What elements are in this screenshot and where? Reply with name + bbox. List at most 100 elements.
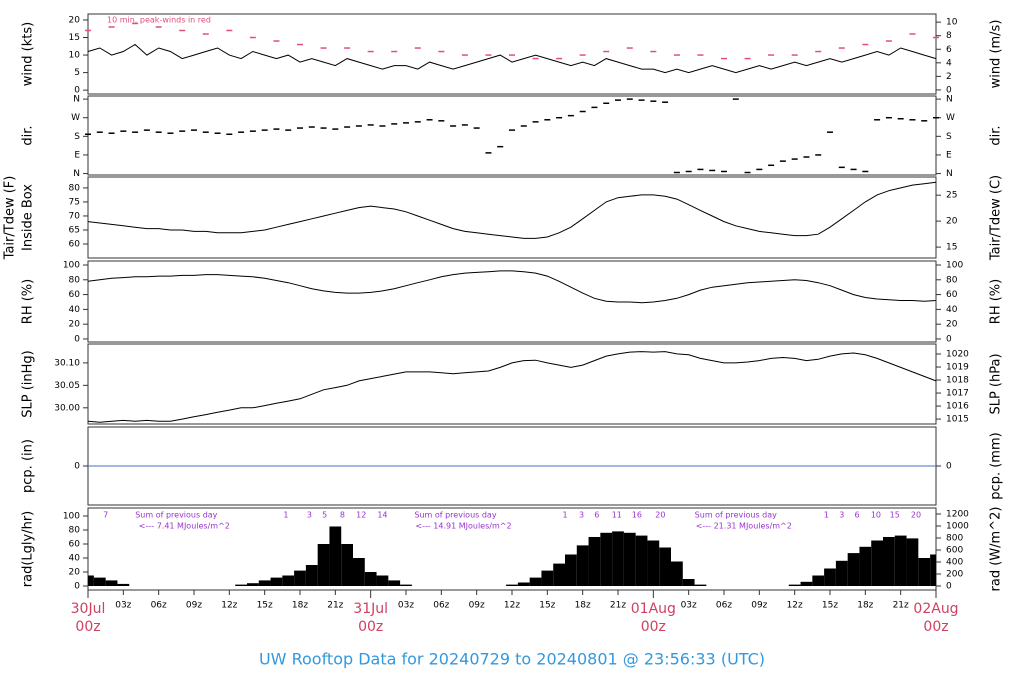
y-tick-label: 20 xyxy=(69,320,81,330)
bar xyxy=(553,563,565,587)
y2-tick-label: 20 xyxy=(946,320,958,330)
bar xyxy=(235,584,247,587)
y2-tick-label: 4 xyxy=(946,58,952,68)
chart-title: UW Rooftop Data for 20240729 to 20240801… xyxy=(259,650,765,669)
day-hour-label: 00z xyxy=(923,619,948,635)
bar xyxy=(918,557,931,587)
y2-tick-label: 0 xyxy=(946,462,952,472)
local-hour-label: 5 xyxy=(322,511,327,520)
y2-tick-label: 1000 xyxy=(946,521,969,531)
y2-tick-label: W xyxy=(946,113,955,123)
y-tick-label: 5 xyxy=(74,68,80,78)
local-hour-label: 16 xyxy=(632,511,642,520)
y-axis-sublabel: Inside Box xyxy=(21,184,36,251)
y2-tick-label: 0 xyxy=(946,85,952,95)
y2-axis-label: pcp. (mm) xyxy=(989,432,1004,499)
local-hour-label: 8 xyxy=(340,511,345,520)
local-hour-label: 14 xyxy=(377,511,387,520)
local-hour-label: 11 xyxy=(612,511,622,520)
y-tick-label: 60 xyxy=(69,239,81,249)
x-tick-label: 09z xyxy=(186,601,202,611)
y2-tick-label: 1200 xyxy=(946,509,969,519)
y-tick-label: 0 xyxy=(74,582,80,592)
bar xyxy=(529,577,542,587)
y2-tick-label: 400 xyxy=(946,557,963,567)
local-hour-label: 3 xyxy=(839,511,844,520)
panel-frame xyxy=(87,176,937,259)
x-tick-label: 12z xyxy=(504,601,520,611)
y2-tick-label: 1016 xyxy=(946,402,969,412)
y2-axis-label: SLP (hPa) xyxy=(989,353,1004,414)
y2-tick-label: 2 xyxy=(946,72,952,82)
y-tick-label: 100 xyxy=(63,260,80,270)
day-hour-label: 00z xyxy=(358,619,383,635)
y-tick-label: 0 xyxy=(74,334,80,344)
bar xyxy=(117,583,130,587)
y2-tick-label: 8 xyxy=(946,31,952,41)
local-hour-label: 7 xyxy=(103,511,108,520)
bar xyxy=(859,546,872,587)
bar xyxy=(305,565,318,587)
x-tick-label: 03z xyxy=(398,601,414,611)
local-hour-label: 20 xyxy=(655,511,665,520)
bar xyxy=(694,584,707,587)
y2-tick-label: 10 xyxy=(946,18,958,28)
local-hour-label: 12 xyxy=(356,511,366,520)
y2-tick-label: 80 xyxy=(946,275,958,285)
y2-tick-label: 6 xyxy=(946,45,952,55)
y-tick-label: 15 xyxy=(69,33,80,43)
y-tick-label: 0 xyxy=(74,462,80,472)
bar xyxy=(258,580,271,587)
x-tick-label: 03z xyxy=(115,601,131,611)
y-axis-label: SLP (inHg) xyxy=(21,350,36,418)
y2-tick-label: 0 xyxy=(946,581,952,591)
y2-axis-label: dir. xyxy=(989,125,1004,145)
bar xyxy=(682,579,695,587)
day-sum-title: Sum of previous day xyxy=(695,511,777,520)
data-line xyxy=(87,351,937,423)
y-tick-label: 30.00 xyxy=(54,403,80,413)
bar xyxy=(364,572,377,587)
y2-tick-label: 25 xyxy=(946,191,957,201)
data-line xyxy=(87,270,937,304)
x-tick-label: 21z xyxy=(610,601,626,611)
local-hour-label: 10 xyxy=(871,511,881,520)
day-sum-total: <--- 21.31 MJoules/m^2 xyxy=(696,522,792,531)
local-hour-label: 3 xyxy=(579,511,584,520)
bar xyxy=(541,570,554,587)
y-tick-label: 80 xyxy=(69,525,81,535)
y2-axis-label: Tair/Tdew (C) xyxy=(989,175,1004,261)
y-axis-label: Tair/Tdew (F) xyxy=(3,176,18,261)
bar xyxy=(588,536,601,587)
panel-frame xyxy=(87,95,937,176)
y2-tick-label: 1015 xyxy=(946,415,969,425)
bar xyxy=(341,543,353,587)
x-tick-label: 15z xyxy=(539,601,555,611)
y2-tick-label: 40 xyxy=(946,305,958,315)
x-tick-label: 12z xyxy=(221,601,237,611)
y2-axis-label: wind (m/s) xyxy=(989,20,1004,89)
y-tick-label: 30.10 xyxy=(54,358,80,368)
local-hour-label: 1 xyxy=(283,511,288,520)
data-line xyxy=(87,181,937,239)
data-line xyxy=(87,43,937,74)
x-tick-label: 03z xyxy=(681,601,697,611)
local-hour-label: 1 xyxy=(824,511,829,520)
y-tick-label: 20 xyxy=(69,568,81,578)
y-tick-label: 60 xyxy=(69,290,81,300)
bar xyxy=(88,575,94,587)
x-tick-label: 06z xyxy=(716,601,732,611)
y-tick-label: 30.05 xyxy=(54,381,80,391)
bar xyxy=(659,547,671,587)
y-tick-label: 60 xyxy=(69,539,81,549)
bar xyxy=(894,535,907,587)
bar xyxy=(847,553,860,587)
y-axis-label: RH (%) xyxy=(21,279,36,324)
bar xyxy=(671,561,683,587)
x-tick-label: 09z xyxy=(469,601,485,611)
bar xyxy=(105,580,118,587)
y2-tick-label: 15 xyxy=(946,243,957,253)
y-axis-label: dir. xyxy=(21,125,36,145)
y2-tick-label: 800 xyxy=(946,533,963,543)
